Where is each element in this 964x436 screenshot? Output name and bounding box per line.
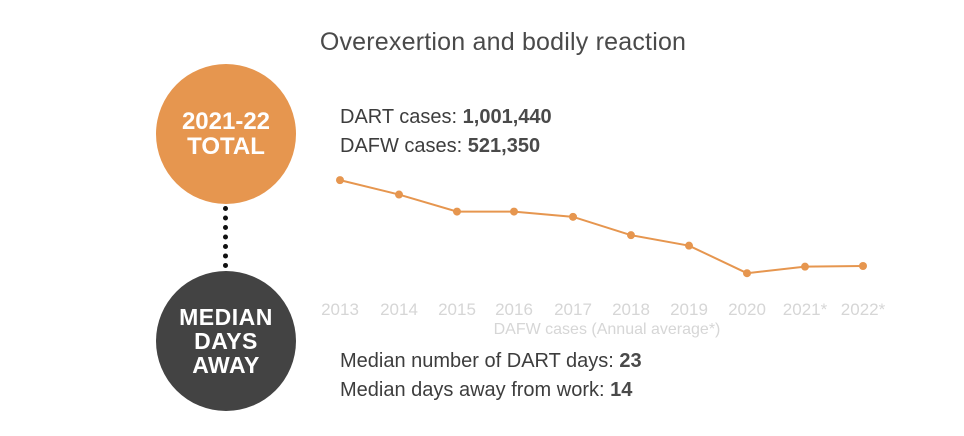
- data-point: [801, 262, 809, 271]
- median-days-away-label: Median days away from work:: [340, 379, 611, 401]
- median-circle-line1: MEDIAN: [179, 303, 273, 330]
- x-tick-label: 2022*: [841, 300, 886, 319]
- data-point: [859, 261, 867, 270]
- x-tick-label: 2013: [321, 300, 359, 319]
- dart-cases-value: 1,001,440: [462, 106, 552, 128]
- dart-cases-stat: DART cases: 1,001,440: [340, 106, 552, 129]
- chart-title: Overexertion and bodily reaction: [319, 28, 687, 56]
- data-point: [685, 241, 693, 250]
- data-point: [743, 269, 751, 278]
- total-circle-line2: TOTAL: [187, 133, 265, 160]
- median-days-away-stat: Median days away from work: 14: [340, 379, 632, 402]
- x-tick-label: 2015: [438, 300, 476, 319]
- data-point: [395, 190, 403, 199]
- dafw-cases-value: 521,350: [467, 135, 541, 157]
- median-circle: MEDIAN DAYS AWAY: [156, 271, 296, 411]
- median-circle-line3: AWAY: [192, 352, 260, 379]
- median-dart-days-label: Median number of DART days:: [340, 350, 620, 372]
- data-point: [569, 212, 577, 221]
- median-dart-days-stat: Median number of DART days: 23: [340, 350, 642, 373]
- median-dart-days-value: 23: [619, 350, 642, 372]
- x-tick-label: 2017: [554, 300, 592, 319]
- dotted-connector: [223, 206, 228, 268]
- series-line: [339, 179, 864, 275]
- x-axis-label: DAFW cases (Annual average*): [494, 321, 721, 338]
- dafw-cases-stat: DAFW cases: 521,350: [340, 135, 540, 158]
- total-circle-line1: 2021-22: [181, 107, 271, 135]
- x-tick-label: 2020: [728, 300, 766, 319]
- total-circle: 2021-22 TOTAL: [156, 64, 296, 204]
- dart-cases-label: DART cases:: [340, 106, 463, 128]
- dafw-cases-label: DAFW cases:: [340, 135, 468, 157]
- data-point: [453, 207, 461, 216]
- x-tick-label: 2014: [380, 300, 418, 319]
- x-tick-label: 2021*: [783, 300, 828, 319]
- data-point: [627, 231, 635, 240]
- median-circle-line2: DAYS: [194, 327, 258, 354]
- median-days-away-value: 14: [610, 379, 633, 401]
- x-tick-label: 2018: [612, 300, 650, 319]
- x-tick-label: 2016: [495, 300, 533, 319]
- data-point: [510, 207, 518, 216]
- x-tick-label: 2019: [670, 300, 708, 319]
- data-point: [336, 176, 344, 185]
